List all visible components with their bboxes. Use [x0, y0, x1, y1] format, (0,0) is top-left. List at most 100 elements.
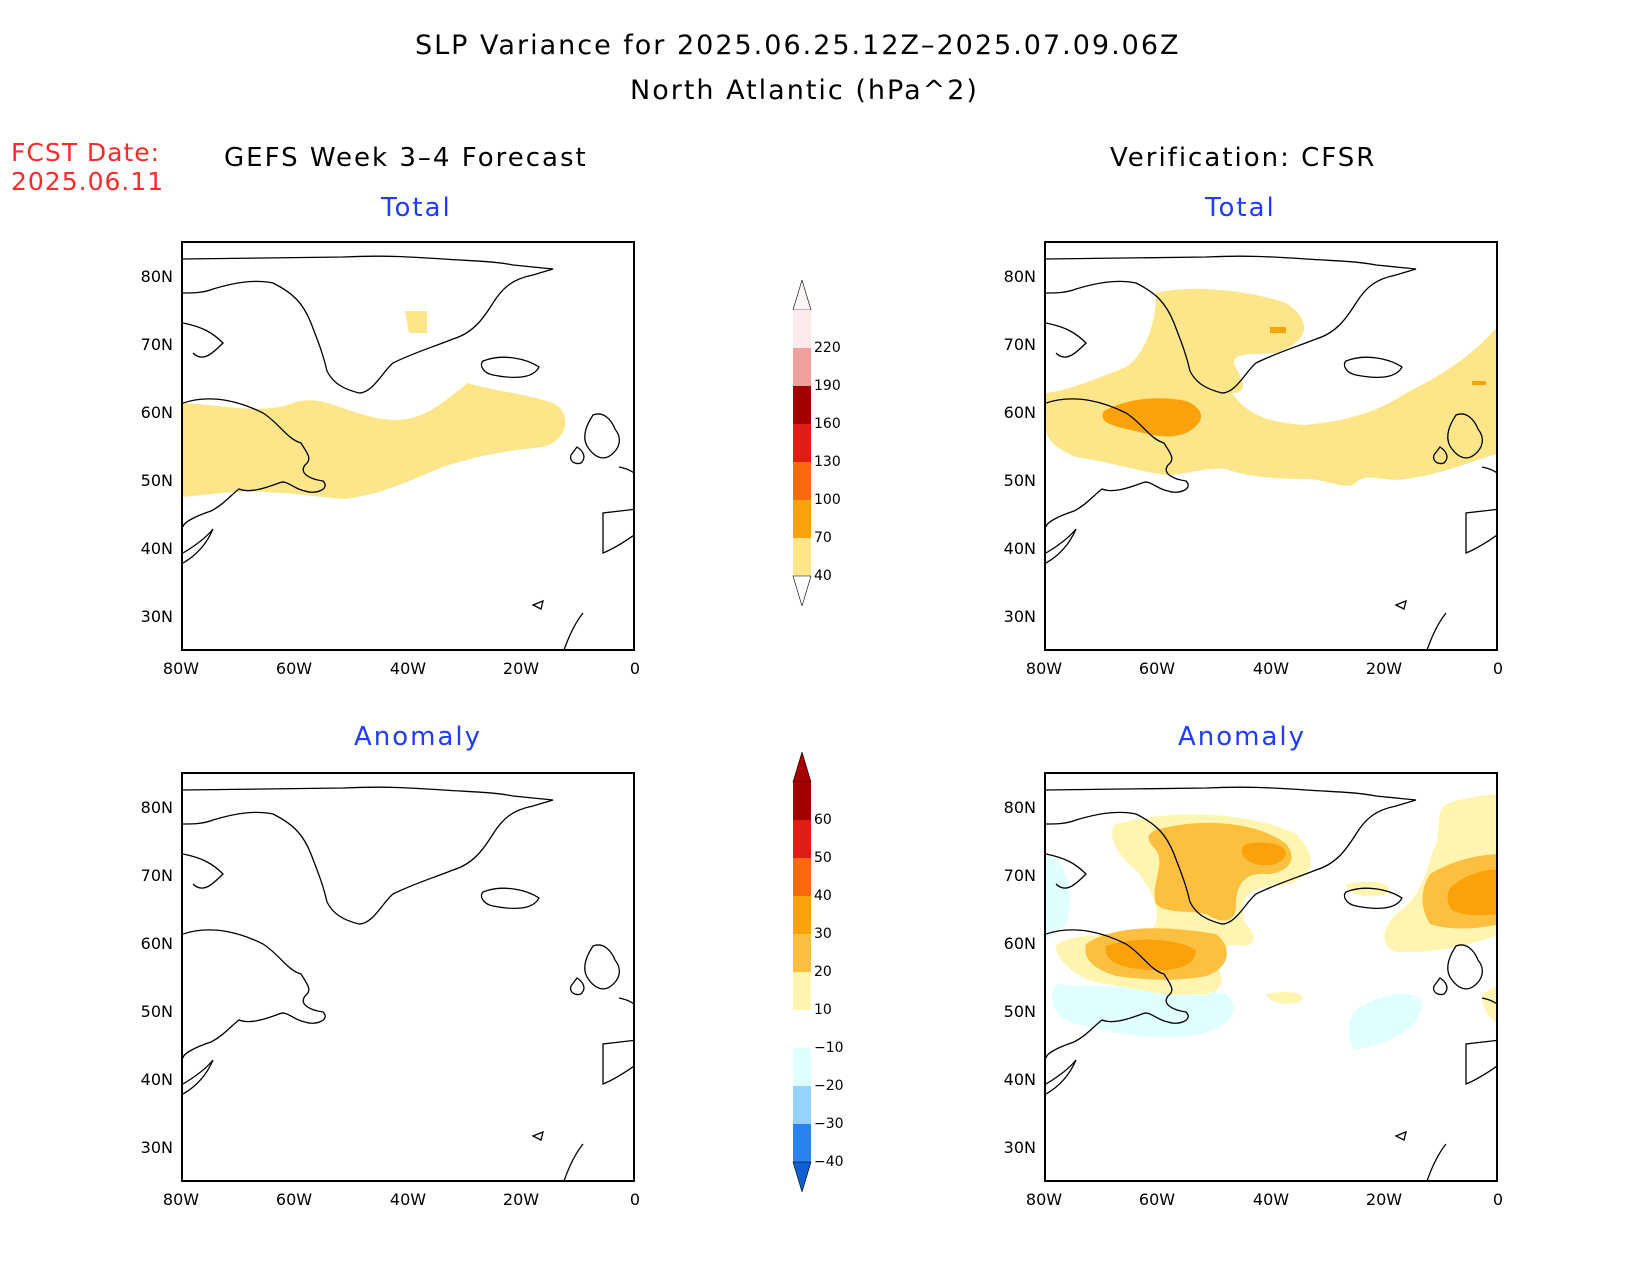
coastline: [183, 398, 326, 528]
coastline: [583, 413, 621, 459]
latitude-tick-label: 50N: [1003, 1002, 1036, 1021]
verification-total-title: Total: [1205, 193, 1276, 223]
colorbar-level-label: 70: [814, 530, 832, 546]
coastline: [183, 786, 554, 925]
left-column-heading: GEFS Week 3–4 Forecast: [224, 143, 588, 173]
colorbar-level-label: 160: [814, 416, 841, 432]
colorbar-swatch: [793, 1048, 811, 1086]
longitude-tick-label: 20W: [502, 659, 540, 678]
coastline: [583, 944, 621, 990]
verification-anomaly-map: [1044, 772, 1498, 1182]
longitude-tick-label: 40W: [389, 1190, 427, 1209]
colorbar-swatch: [793, 782, 811, 820]
anomaly-30: [1241, 842, 1286, 866]
colorbar-top-arrow: [792, 752, 812, 783]
contour-40: [405, 311, 427, 333]
anomaly-10: [1266, 992, 1303, 1004]
coastline: [1046, 255, 1417, 394]
figure-title-line1: SLP Variance for 2025.06.25.12Z–2025.07.…: [415, 30, 1181, 61]
colorbar-swatch: [793, 1086, 811, 1124]
forecast-date: FCST Date: 2025.06.11: [11, 138, 164, 196]
colorbar-bottom-arrow: [792, 575, 812, 606]
longitude-tick-label: 40W: [389, 659, 427, 678]
coastline: [569, 446, 585, 465]
colorbar-swatch: [793, 858, 811, 896]
longitude-tick-label: 80W: [162, 1190, 200, 1209]
latitude-tick-label: 70N: [1003, 335, 1036, 354]
contour-70: [1102, 398, 1201, 437]
colorbar-swatch: [793, 1010, 811, 1048]
coastline: [1343, 887, 1403, 910]
latitude-tick-label: 70N: [1003, 866, 1036, 885]
latitude-tick-label: 40N: [140, 539, 173, 558]
longitude-tick-label: 40W: [1252, 1190, 1290, 1209]
longitude-tick-label: 20W: [1365, 659, 1403, 678]
colorbar-swatch: [793, 538, 811, 576]
longitude-tick-label: 60W: [1138, 1190, 1176, 1209]
coastline: [618, 466, 633, 474]
total-colorbar: 220 190 160 130 100 70 40: [792, 280, 872, 610]
colorbar-swatch: [793, 424, 811, 462]
latitude-tick-label: 60N: [140, 403, 173, 422]
contour-40: [1046, 288, 1496, 486]
colorbar-level-label: −10: [814, 1040, 844, 1056]
coastline: [183, 853, 224, 889]
latitude-tick-label: 30N: [1003, 1138, 1036, 1157]
latitude-tick-label: 70N: [140, 335, 173, 354]
colorbar-level-label: 130: [814, 454, 841, 470]
colorbar-level-label: 60: [814, 812, 832, 828]
coastline: [1432, 977, 1448, 996]
longitude-tick-label: 0: [1492, 1190, 1504, 1209]
right-column-heading: Verification: CFSR: [1110, 143, 1377, 173]
coastline: [1446, 944, 1484, 990]
coastline: [531, 1130, 544, 1141]
colorbar-swatch: [793, 462, 811, 500]
longitude-tick-label: 80W: [1025, 659, 1063, 678]
coastline: [1343, 356, 1403, 379]
coastline: [1394, 599, 1407, 610]
colorbar-level-label: −40: [814, 1154, 844, 1170]
coastline: [1446, 413, 1484, 459]
colorbar-level-label: 100: [814, 492, 841, 508]
colorbar-swatch: [793, 820, 811, 858]
latitude-tick-label: 80N: [1003, 798, 1036, 817]
colorbar-swatch: [793, 934, 811, 972]
longitude-tick-label: 20W: [502, 1190, 540, 1209]
coastline: [480, 887, 540, 910]
anomaly-20: [1148, 822, 1292, 921]
longitude-tick-label: 0: [629, 659, 641, 678]
coastline: [183, 929, 326, 1059]
anomaly-30: [1447, 869, 1496, 916]
longitude-tick-label: 20W: [1365, 1190, 1403, 1209]
contour-40: [183, 383, 566, 499]
contour-70: [1270, 327, 1286, 333]
colorbar-level-label: 10: [814, 1002, 832, 1018]
colorbar-swatch: [793, 386, 811, 424]
latitude-tick-label: 50N: [1003, 471, 1036, 490]
coastline: [1426, 612, 1447, 649]
colorbar-level-label: 40: [814, 568, 832, 584]
colorbar-level-label: 50: [814, 850, 832, 866]
verification-anomaly-title: Anomaly: [1178, 722, 1307, 752]
coastline: [1046, 322, 1087, 358]
contour-70: [1472, 381, 1486, 385]
coastline: [183, 322, 224, 358]
longitude-tick-label: 0: [629, 1190, 641, 1209]
coastline: [480, 356, 540, 379]
forecast-date-value: 2025.06.11: [11, 167, 165, 196]
coastline: [618, 997, 633, 1005]
colorbar-top-arrow: [792, 280, 812, 311]
forecast-date-label: FCST Date:: [11, 138, 161, 167]
colorbar-swatch: [793, 310, 811, 348]
anomaly-10: [1482, 986, 1496, 1022]
colorbar-swatch: [793, 1124, 811, 1162]
latitude-tick-label: 80N: [1003, 267, 1036, 286]
forecast-total-map: [181, 241, 635, 651]
colorbar-level-label: 20: [814, 964, 832, 980]
latitude-tick-label: 80N: [140, 267, 173, 286]
longitude-tick-label: 80W: [162, 659, 200, 678]
latitude-tick-label: 60N: [140, 934, 173, 953]
longitude-tick-label: 60W: [275, 659, 313, 678]
latitude-tick-label: 50N: [140, 471, 173, 490]
latitude-tick-label: 50N: [140, 1002, 173, 1021]
